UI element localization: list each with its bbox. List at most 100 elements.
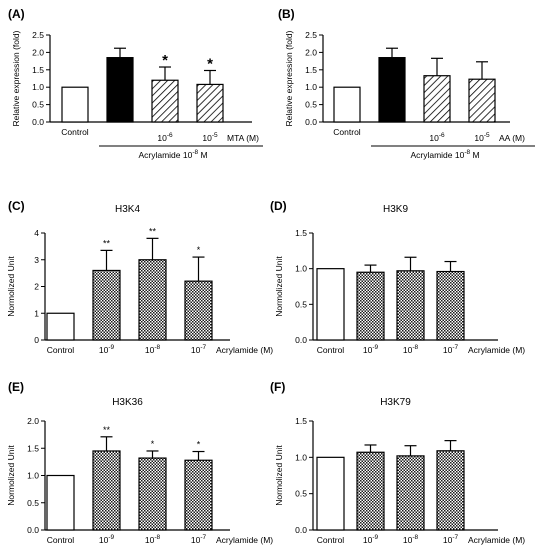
x-tick-label: 10-9: [363, 344, 379, 355]
bar-1: [92, 269, 121, 341]
y-axis-label: Relative expression (fold): [284, 30, 294, 126]
bar-3: [436, 450, 465, 531]
y-tick-label: 0.5: [295, 299, 307, 309]
panel-f: (F) H3K79 Normolized Unit 0.0 0.5 1.0 1.5 Contr…: [270, 380, 525, 545]
y-tick-label: 2.0: [27, 416, 39, 426]
chart-title: H3K4: [115, 204, 140, 215]
y-tick-label: 1.0: [305, 82, 317, 92]
bar-3: [184, 459, 213, 531]
bar-3: [184, 280, 213, 341]
x-tick-label: 10-7: [191, 534, 207, 545]
bar-0: [333, 86, 361, 123]
y-axis-label: Relative expression (fold): [11, 30, 21, 126]
x-tick-label: 10-7: [191, 344, 207, 355]
panel-label: (B): [278, 7, 295, 21]
y-tick-label: 1.5: [27, 443, 39, 453]
significance-marker: **: [103, 425, 111, 435]
panel-label: (D): [270, 199, 287, 213]
x-tick-label: 10-5: [202, 132, 218, 143]
chart-title: H3K9: [383, 204, 408, 215]
x-tick-label: 10-5: [474, 132, 490, 143]
y-tick-label: 0.0: [295, 525, 307, 535]
bar-2: [138, 457, 167, 531]
significance-marker: *: [151, 439, 155, 449]
x-tick-label: 10-9: [99, 534, 115, 545]
x-axis-unit-label: Acrylamide (M): [216, 535, 273, 545]
chart-title: H3K36: [112, 397, 143, 408]
x-tick-label: Control: [47, 535, 75, 545]
y-tick-label: 1: [34, 308, 39, 318]
y-tick-label: 2.5: [305, 30, 317, 40]
x-axis-unit-label: AA (M): [499, 133, 525, 143]
y-tick-label: 1.5: [32, 65, 44, 75]
panel-label: (A): [8, 7, 25, 21]
y-axis-label: Normolized Unit: [274, 256, 284, 317]
bar-0: [316, 268, 345, 341]
significance-marker: **: [149, 226, 157, 236]
bar-0: [46, 474, 75, 531]
y-tick-label: 0.5: [27, 498, 39, 508]
x-tick-label: 10-8: [403, 534, 419, 545]
y-tick-label: 1.0: [32, 82, 44, 92]
bar-3: [196, 83, 224, 123]
bar-1: [356, 451, 385, 531]
bar-2: [151, 79, 179, 123]
y-tick-label: 1.5: [305, 65, 317, 75]
significance-marker: *: [162, 52, 168, 69]
y-tick-label: 0.5: [295, 489, 307, 499]
x-axis-unit-label: Acrylamide (M): [468, 535, 525, 545]
y-tick-label: 0.0: [295, 335, 307, 345]
significance-marker: *: [197, 440, 201, 450]
bar-1: [378, 57, 406, 123]
y-tick-label: 2.0: [32, 47, 44, 57]
panel-a: (A) Relative expression (fold) 0.0 0.5 1.0 1.…: [8, 7, 263, 160]
y-tick-label: 3: [34, 255, 39, 265]
y-tick-label: 0.0: [305, 117, 317, 127]
x-tick-label: 10-9: [99, 344, 115, 355]
bar-3: [468, 78, 496, 123]
bar-3: [436, 270, 465, 341]
x-tick-label: 10-6: [429, 132, 445, 143]
x-tick-label: 10-8: [145, 534, 161, 545]
x-axis-unit-label: Acrylamide (M): [216, 345, 273, 355]
panel-d: (D) H3K9 Normolized Unit 0.0 0.5 1.0 1.5 Contro…: [270, 199, 525, 355]
x-tick-label: 10-7: [443, 534, 459, 545]
x-tick-label: 10-7: [443, 344, 459, 355]
y-tick-label: 2: [34, 282, 39, 292]
bar-2: [138, 259, 167, 341]
group-label: Acrylamide 10-8 M: [410, 149, 479, 160]
x-tick-label: Control: [47, 345, 75, 355]
x-tick-label: 10-8: [403, 344, 419, 355]
y-axis-label: Normolized Unit: [6, 445, 16, 506]
y-tick-label: 0.0: [27, 525, 39, 535]
x-tick-label: Control: [317, 535, 345, 545]
bar-1: [356, 271, 385, 341]
group-label: Acrylamide 10-8 M: [138, 149, 207, 160]
x-tick-label: 10-8: [145, 344, 161, 355]
y-tick-label: 1.0: [295, 264, 307, 274]
x-axis-unit-label: MTA (M): [227, 133, 259, 143]
panel-label: (F): [270, 380, 285, 394]
significance-marker: *: [197, 245, 201, 255]
chart-title: H3K79: [380, 397, 411, 408]
y-tick-label: 1.0: [27, 471, 39, 481]
y-tick-label: 0.5: [305, 100, 317, 110]
y-tick-label: 2.5: [32, 30, 44, 40]
panel-label: (C): [8, 199, 25, 213]
panel-e: (E) H3K36 Normolized Unit 0.0 0.5 1.0 1.5 2.0 Co…: [6, 380, 273, 545]
x-tick-label: Control: [61, 127, 89, 137]
bar-2: [396, 455, 425, 531]
y-tick-label: 4: [34, 228, 39, 238]
y-tick-label: 2.0: [305, 47, 317, 57]
bar-1: [92, 450, 121, 531]
y-tick-label: 0.0: [32, 117, 44, 127]
x-axis-unit-label: Acrylamide (M): [468, 345, 525, 355]
bar-0: [61, 86, 89, 123]
y-tick-label: 0: [34, 335, 39, 345]
bar-0: [46, 312, 75, 341]
bar-1: [106, 57, 134, 123]
y-axis-label: Normolized Unit: [274, 445, 284, 506]
x-tick-label: Control: [317, 345, 345, 355]
panel-c: (C) H3K4 Normolized Unit 0 1 2 3 4 Control ** 10-9…: [6, 199, 273, 355]
